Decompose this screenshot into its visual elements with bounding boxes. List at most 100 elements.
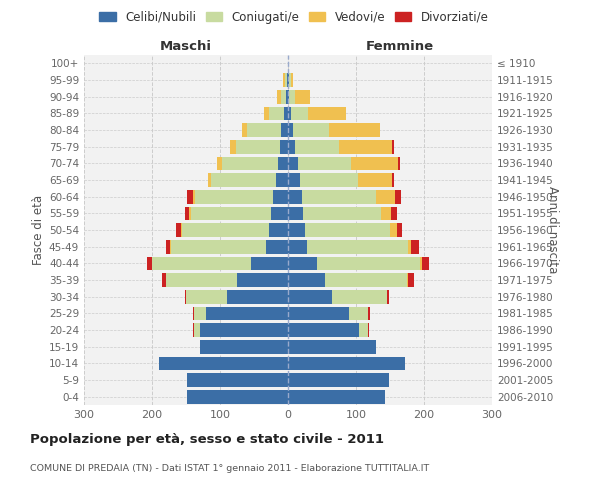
Bar — [325, 273, 407, 287]
Bar — [293, 123, 329, 137]
Bar — [242, 123, 247, 137]
Bar — [288, 340, 376, 353]
Bar — [287, 73, 288, 87]
Bar — [237, 273, 288, 287]
Bar — [185, 290, 186, 304]
Bar — [193, 323, 194, 337]
Bar — [191, 206, 271, 220]
Bar — [300, 173, 358, 187]
Bar — [193, 306, 194, 320]
Bar — [288, 240, 307, 254]
Bar — [302, 190, 376, 203]
Bar — [211, 173, 276, 187]
Bar — [208, 173, 211, 187]
Y-axis label: Anni di nascita: Anni di nascita — [546, 186, 559, 274]
Bar — [194, 323, 200, 337]
Bar — [266, 240, 288, 254]
Bar — [289, 73, 291, 87]
Bar — [281, 123, 288, 137]
Bar — [182, 223, 269, 237]
Text: Popolazione per età, sesso e stato civile - 2011: Popolazione per età, sesso e stato civil… — [30, 432, 384, 446]
Bar — [288, 73, 289, 87]
Bar — [308, 106, 346, 120]
Y-axis label: Fasce di età: Fasce di età — [32, 195, 45, 265]
Bar — [187, 390, 288, 404]
Bar — [187, 373, 288, 387]
Bar — [291, 73, 293, 87]
Bar — [194, 306, 206, 320]
Bar — [185, 206, 189, 220]
Bar — [288, 256, 317, 270]
Bar — [176, 223, 181, 237]
Bar — [288, 206, 303, 220]
Bar — [195, 190, 273, 203]
Bar — [317, 256, 420, 270]
Bar — [391, 206, 397, 220]
Bar — [200, 323, 288, 337]
Bar — [288, 390, 385, 404]
Bar — [397, 223, 402, 237]
Bar — [161, 273, 166, 287]
Bar — [181, 223, 182, 237]
Bar — [186, 290, 227, 304]
Bar — [288, 290, 332, 304]
Bar — [236, 140, 280, 153]
Bar — [288, 190, 302, 203]
Bar — [368, 306, 370, 320]
Bar — [288, 323, 359, 337]
Bar — [278, 156, 288, 170]
Bar — [409, 273, 414, 287]
Bar — [339, 140, 392, 153]
Text: Maschi: Maschi — [160, 40, 212, 54]
Bar — [200, 340, 288, 353]
Bar — [295, 140, 339, 153]
Bar — [281, 90, 286, 104]
Bar — [288, 306, 349, 320]
Bar — [288, 106, 292, 120]
Bar — [305, 223, 390, 237]
Bar — [295, 90, 310, 104]
Bar — [288, 356, 405, 370]
Bar — [284, 106, 288, 120]
Bar — [189, 206, 191, 220]
Bar — [222, 156, 278, 170]
Bar — [288, 173, 300, 187]
Bar — [358, 173, 392, 187]
Bar — [390, 223, 397, 237]
Bar — [288, 373, 389, 387]
Bar — [230, 140, 236, 153]
Bar — [386, 290, 389, 304]
Bar — [277, 90, 281, 104]
Bar — [269, 223, 288, 237]
Bar — [206, 306, 288, 320]
Bar — [303, 206, 381, 220]
Bar — [269, 106, 284, 120]
Bar — [193, 190, 195, 203]
Bar — [251, 256, 288, 270]
Bar — [407, 240, 411, 254]
Bar — [289, 90, 295, 104]
Bar — [171, 240, 266, 254]
Bar — [263, 106, 269, 120]
Bar — [332, 290, 386, 304]
Bar — [271, 206, 288, 220]
Bar — [350, 156, 398, 170]
Bar — [288, 273, 325, 287]
Legend: Celibi/Nubili, Coniugati/e, Vedovi/e, Divorziati/e: Celibi/Nubili, Coniugati/e, Vedovi/e, Di… — [94, 6, 494, 28]
Text: Femmine: Femmine — [366, 40, 434, 54]
Bar — [359, 323, 368, 337]
Bar — [329, 123, 380, 137]
Bar — [273, 190, 288, 203]
Bar — [247, 123, 281, 137]
Bar — [146, 256, 152, 270]
Bar — [381, 206, 391, 220]
Bar — [398, 156, 400, 170]
Bar — [411, 240, 419, 254]
Bar — [152, 256, 251, 270]
Bar — [170, 240, 171, 254]
Bar — [288, 123, 293, 137]
Bar — [286, 90, 288, 104]
Bar — [392, 140, 394, 153]
Bar — [166, 273, 237, 287]
Bar — [276, 173, 288, 187]
